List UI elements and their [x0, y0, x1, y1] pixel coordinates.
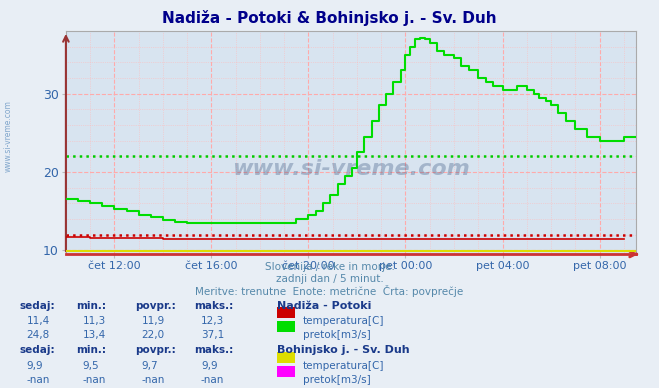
Text: 22,0: 22,0	[142, 330, 165, 340]
Text: sedaj:: sedaj:	[20, 301, 55, 311]
Text: min.:: min.:	[76, 345, 106, 355]
Text: temperatura[C]: temperatura[C]	[303, 316, 385, 326]
Text: temperatura[C]: temperatura[C]	[303, 361, 385, 371]
Text: Slovenija / reke in morje.: Slovenija / reke in morje.	[264, 262, 395, 272]
Text: -nan: -nan	[142, 375, 165, 385]
Text: povpr.:: povpr.:	[135, 345, 176, 355]
Text: maks.:: maks.:	[194, 345, 234, 355]
Text: Meritve: trenutne  Enote: metrične  Črta: povprečje: Meritve: trenutne Enote: metrične Črta: …	[195, 285, 464, 297]
Text: -nan: -nan	[201, 375, 224, 385]
Text: sedaj:: sedaj:	[20, 345, 55, 355]
Text: maks.:: maks.:	[194, 301, 234, 311]
Text: 9,9: 9,9	[26, 361, 43, 371]
Text: 9,9: 9,9	[201, 361, 217, 371]
Text: 13,4: 13,4	[82, 330, 105, 340]
Text: povpr.:: povpr.:	[135, 301, 176, 311]
Text: www.si-vreme.com: www.si-vreme.com	[3, 100, 13, 172]
Text: Bohinjsko j. - Sv. Duh: Bohinjsko j. - Sv. Duh	[277, 345, 409, 355]
Text: 11,4: 11,4	[26, 316, 49, 326]
Text: 24,8: 24,8	[26, 330, 49, 340]
Text: www.si-vreme.com: www.si-vreme.com	[232, 159, 470, 179]
Text: 9,7: 9,7	[142, 361, 158, 371]
Text: 11,3: 11,3	[82, 316, 105, 326]
Text: 12,3: 12,3	[201, 316, 224, 326]
Text: -nan: -nan	[82, 375, 105, 385]
Text: pretok[m3/s]: pretok[m3/s]	[303, 330, 371, 340]
Text: 11,9: 11,9	[142, 316, 165, 326]
Text: -nan: -nan	[26, 375, 49, 385]
Text: min.:: min.:	[76, 301, 106, 311]
Text: pretok[m3/s]: pretok[m3/s]	[303, 375, 371, 385]
Text: Nadiža - Potoki: Nadiža - Potoki	[277, 301, 371, 311]
Text: Nadiža - Potoki & Bohinjsko j. - Sv. Duh: Nadiža - Potoki & Bohinjsko j. - Sv. Duh	[162, 10, 497, 26]
Text: 37,1: 37,1	[201, 330, 224, 340]
Text: 9,5: 9,5	[82, 361, 99, 371]
Text: zadnji dan / 5 minut.: zadnji dan / 5 minut.	[275, 274, 384, 284]
